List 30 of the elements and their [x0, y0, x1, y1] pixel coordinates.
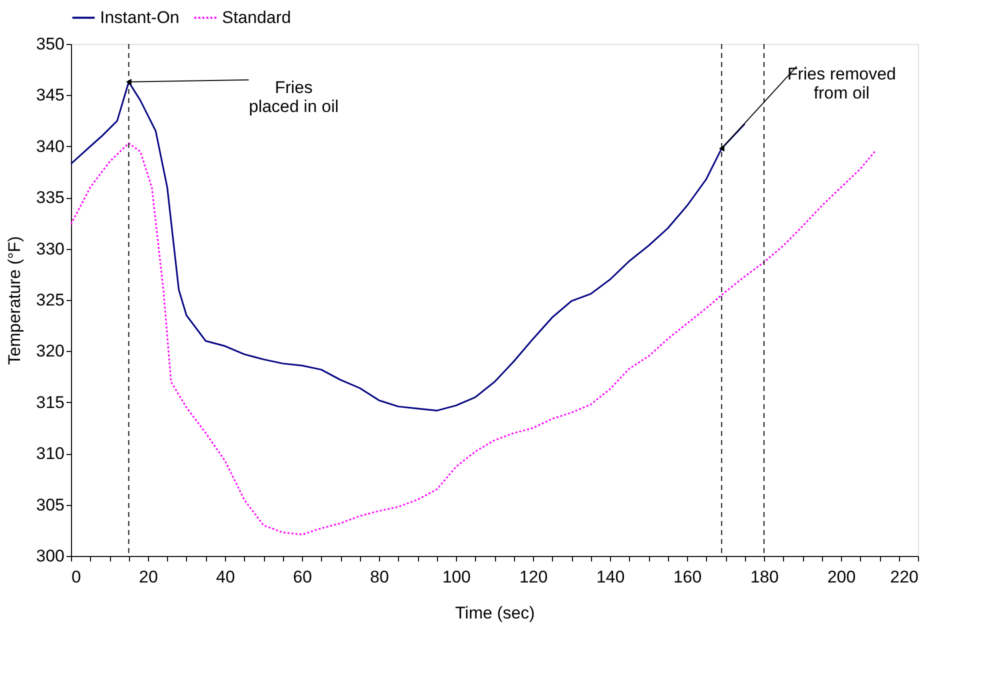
x-tick-label: 120 [519, 568, 548, 586]
y-tick-label: 300 [36, 546, 64, 566]
y-tick-label: 335 [36, 188, 64, 208]
x-tick-label: 140 [596, 568, 625, 586]
legend-label: Standard [222, 8, 291, 27]
x-tick-label: 160 [673, 568, 702, 586]
annotation: Fries placed in oil [248, 78, 339, 116]
y-tick-label: 305 [36, 495, 64, 514]
x-tick-label: 40 [216, 568, 235, 586]
x-tick-label: 220 [890, 568, 918, 586]
x-tick-label: 200 [827, 568, 856, 586]
x-tick-label: 180 [750, 568, 779, 586]
x-tick-label: 80 [370, 568, 389, 586]
y-tick-label: 320 [36, 342, 64, 361]
x-tick-label: 100 [442, 568, 471, 586]
x-axis-title: Time (sec) [455, 604, 535, 622]
y-tick-label: 310 [36, 444, 64, 464]
y-tick-label: 340 [36, 136, 64, 156]
y-tick-label: 350 [36, 34, 64, 54]
y-tick-label: 325 [36, 290, 64, 310]
y-axis-title: Temperature (°F) [5, 236, 24, 365]
x-tick-label: 60 [293, 568, 312, 586]
x-tick-label: 0 [72, 568, 81, 586]
legend-label: Instant-On [100, 8, 180, 27]
y-tick-label: 330 [36, 239, 64, 258]
y-tick-label: 315 [36, 392, 64, 412]
y-tick-label: 345 [36, 86, 64, 105]
line-series [70, 142, 876, 536]
x-tick-label: 20 [139, 568, 158, 586]
annotation: Fries removed from oil [787, 64, 896, 102]
